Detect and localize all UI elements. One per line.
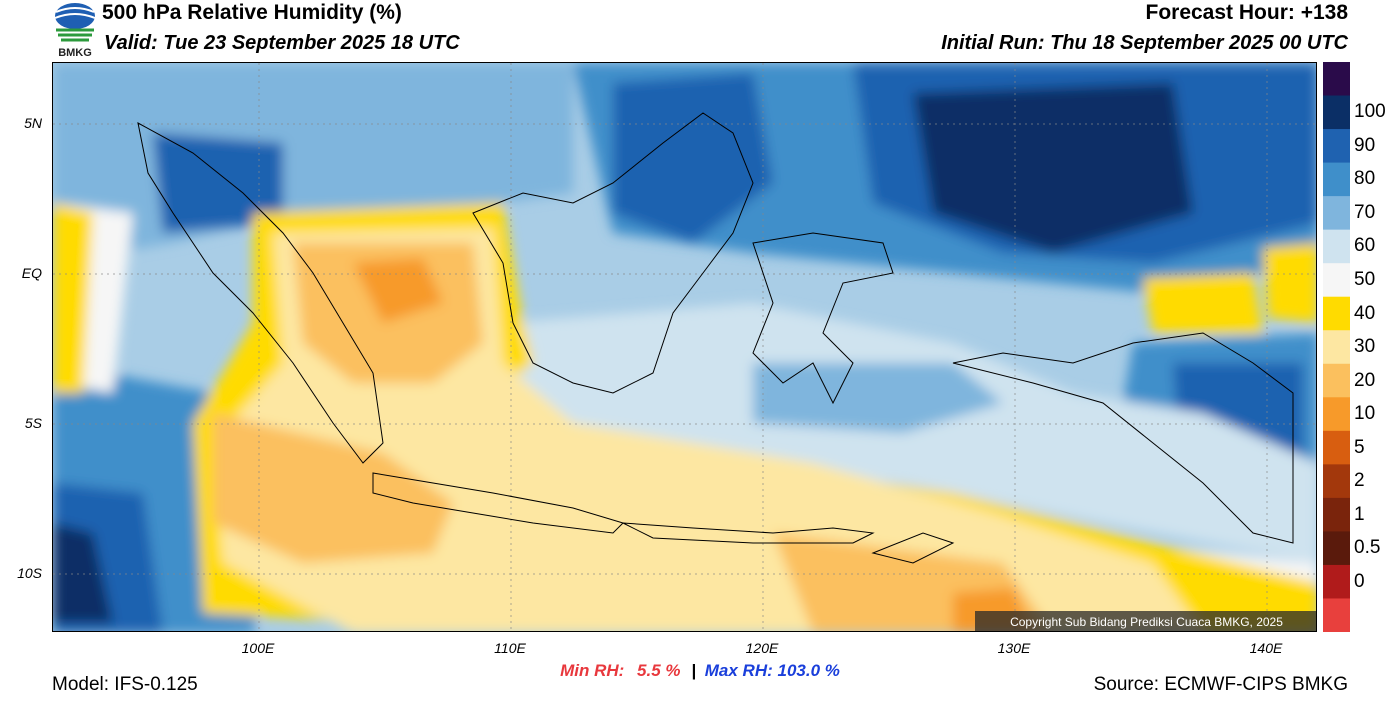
colorbar-label: 30: [1354, 336, 1376, 357]
logo-text: BMKG: [58, 47, 92, 59]
colorbar-swatch: [1323, 162, 1350, 197]
colorbar-label: 10: [1354, 403, 1376, 425]
valid-time: Valid: Tue 23 September 2025 18 UTC: [104, 32, 460, 54]
rh-min-max: Min RH: 5.5 % | Max RH: 103.0 %: [0, 661, 1400, 681]
map-title: 500 hPa Relative Humidity (%): [102, 1, 402, 24]
colorbar-label: 90: [1354, 134, 1376, 156]
colorbar-label: 2: [1354, 470, 1365, 492]
colorbar-swatch: [1323, 430, 1350, 465]
colorbar-swatch: [1323, 464, 1350, 499]
forecast-hour: Forecast Hour: +138: [1145, 1, 1349, 24]
colorbar-label: 20: [1354, 369, 1376, 391]
colorbar-swatch: [1323, 296, 1350, 331]
colorbar-label: 50: [1354, 268, 1376, 290]
lat-label-10s: 10S: [17, 565, 42, 581]
lon-label-100e: 100E: [241, 640, 275, 656]
lon-label-140e: 140E: [1249, 640, 1283, 656]
min-rh-value: 5.5 %: [637, 661, 681, 680]
lat-label-5s: 5S: [24, 415, 42, 431]
colorbar-label: 0.5: [1354, 537, 1381, 559]
colorbar-label: 1: [1354, 503, 1365, 525]
lon-label-110e: 110E: [494, 640, 526, 656]
colorbar-label: 5: [1354, 436, 1365, 458]
lat-label-eq: EQ: [21, 265, 42, 281]
colorbar-swatch: [1323, 497, 1350, 532]
colorbar-swatch: [1323, 598, 1350, 633]
colorbar-swatch: [1323, 363, 1350, 398]
bmkg-logo: BMKG: [52, 0, 98, 62]
map-gridlines: [53, 63, 1316, 631]
colorbar-swatch: [1323, 564, 1350, 599]
colorbar-swatch: [1323, 531, 1350, 566]
colorbar: [1323, 62, 1350, 633]
colorbar-swatch: [1323, 330, 1350, 365]
max-rh-label: Max RH: 103.0 %: [704, 661, 840, 680]
data-source: Source: ECMWF-CIPS BMKG: [1093, 674, 1348, 695]
humidity-field: [53, 63, 1316, 631]
lon-label-120e: 120E: [745, 640, 779, 656]
initial-run: Initial Run: Thu 18 September 2025 00 UT…: [941, 32, 1348, 54]
model-name: Model: IFS-0.125: [52, 674, 198, 695]
colorbar-swatch: [1323, 229, 1350, 264]
colorbar-swatch: [1323, 196, 1350, 231]
coastlines: [137, 112, 1294, 564]
colorbar-swatch: [1323, 263, 1350, 298]
colorbar-swatch: [1323, 62, 1350, 97]
colorbar-label: 100: [1354, 101, 1386, 123]
colorbar-label: 60: [1354, 235, 1376, 257]
colorbar-swatch: [1323, 129, 1350, 164]
colorbar-label: 0: [1354, 570, 1365, 592]
rh-separator: |: [691, 661, 697, 680]
colorbar-label: 70: [1354, 201, 1376, 223]
colorbar-swatches: [1323, 62, 1350, 633]
bmkg-logo-icon: [54, 3, 96, 42]
lat-label-5n: 5N: [24, 115, 42, 131]
colorbar-label: 40: [1354, 302, 1376, 324]
humidity-map: Copyright Sub Bidang Prediksi Cuaca BMKG…: [52, 62, 1317, 632]
min-rh-label: Min RH:: [560, 661, 625, 680]
colorbar-swatch: [1323, 397, 1350, 432]
copyright-notice: Copyright Sub Bidang Prediksi Cuaca BMKG…: [975, 611, 1316, 631]
colorbar-label: 80: [1354, 168, 1376, 190]
colorbar-swatch: [1323, 95, 1350, 130]
lon-label-130e: 130E: [997, 640, 1031, 656]
